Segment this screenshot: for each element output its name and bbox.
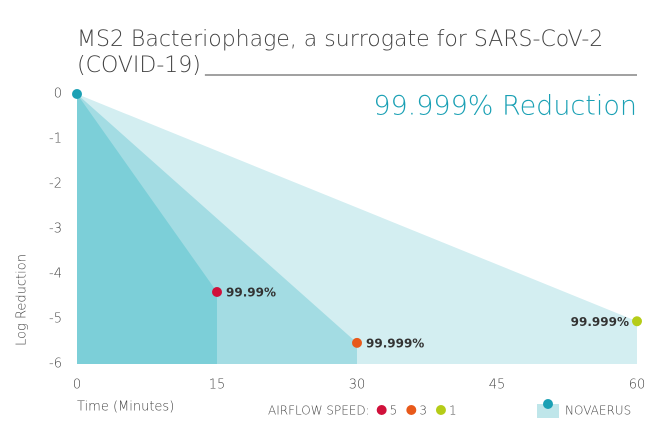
y-tick-label: -3 — [49, 222, 62, 237]
legend-title: AIRFLOW SPEED: — [268, 404, 370, 418]
point — [632, 316, 642, 327]
point — [212, 287, 222, 297]
legend-label: 3 — [419, 404, 427, 418]
x-axis-label: Time (Minutes) — [77, 400, 174, 415]
legend-swatch — [537, 404, 559, 418]
x-tick-label: 45 — [489, 378, 506, 393]
y-tick-label: -6 — [49, 357, 62, 372]
point-label: 99.999% — [571, 315, 629, 329]
x-tick-label: 30 — [349, 378, 366, 393]
chart-title: (COVID-19) — [77, 53, 201, 78]
area — [77, 94, 217, 364]
chart-title: MS2 Bacteriophage, a surrogate for SARS-… — [77, 27, 603, 52]
legend-marker — [376, 405, 387, 415]
annotation: 99.999% Reduction — [373, 91, 637, 122]
legend-marker — [406, 405, 417, 415]
y-tick-label: -5 — [49, 312, 62, 327]
x-tick-label: 0 — [73, 378, 81, 393]
y-axis-label: Log Reduction — [15, 254, 30, 346]
y-tick-label: -2 — [49, 177, 62, 192]
legend-marker — [435, 405, 446, 415]
y-tick-label: 0 — [54, 87, 62, 102]
legend-label: NOVAERUS — [565, 404, 631, 418]
y-tick-label: -1 — [49, 132, 62, 147]
point — [352, 337, 362, 348]
point-label: 99.99% — [226, 286, 276, 300]
legend-label: 5 — [390, 404, 398, 418]
legend-marker — [543, 399, 553, 409]
x-tick-label: 60 — [629, 378, 646, 393]
x-tick-label: 15 — [209, 378, 226, 393]
y-tick-label: -4 — [49, 267, 62, 282]
origin-point — [72, 89, 82, 99]
point-label: 99.999% — [366, 336, 424, 350]
legend-label: 1 — [449, 404, 457, 418]
